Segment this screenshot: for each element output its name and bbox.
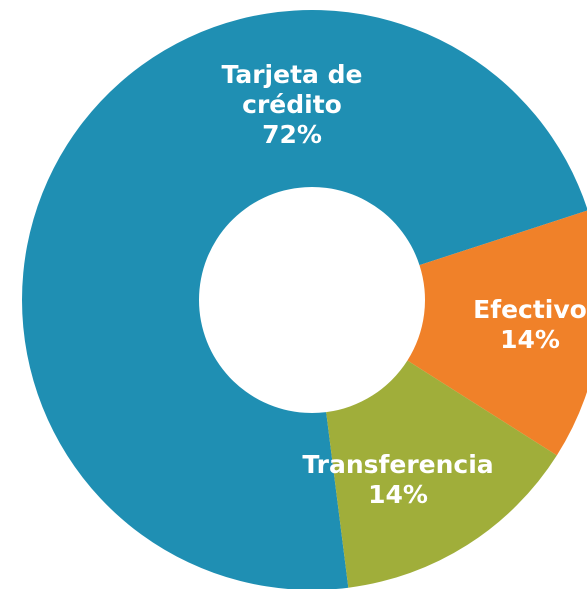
value-label: 14% xyxy=(500,325,560,354)
category-label: Transferencia xyxy=(302,450,494,479)
value-label: 72% xyxy=(262,120,322,149)
slice-label: Efectivo 14% xyxy=(420,295,587,355)
category-label: Efectivo xyxy=(473,295,587,324)
value-label: 14% xyxy=(368,480,428,509)
slice xyxy=(22,10,587,589)
category-label: Tarjeta de crédito xyxy=(221,60,363,119)
slice-label: Transferencia 14% xyxy=(288,450,508,510)
slice-label: Tarjeta de crédito 72% xyxy=(212,60,372,150)
slice xyxy=(326,360,557,588)
slice xyxy=(407,210,587,456)
